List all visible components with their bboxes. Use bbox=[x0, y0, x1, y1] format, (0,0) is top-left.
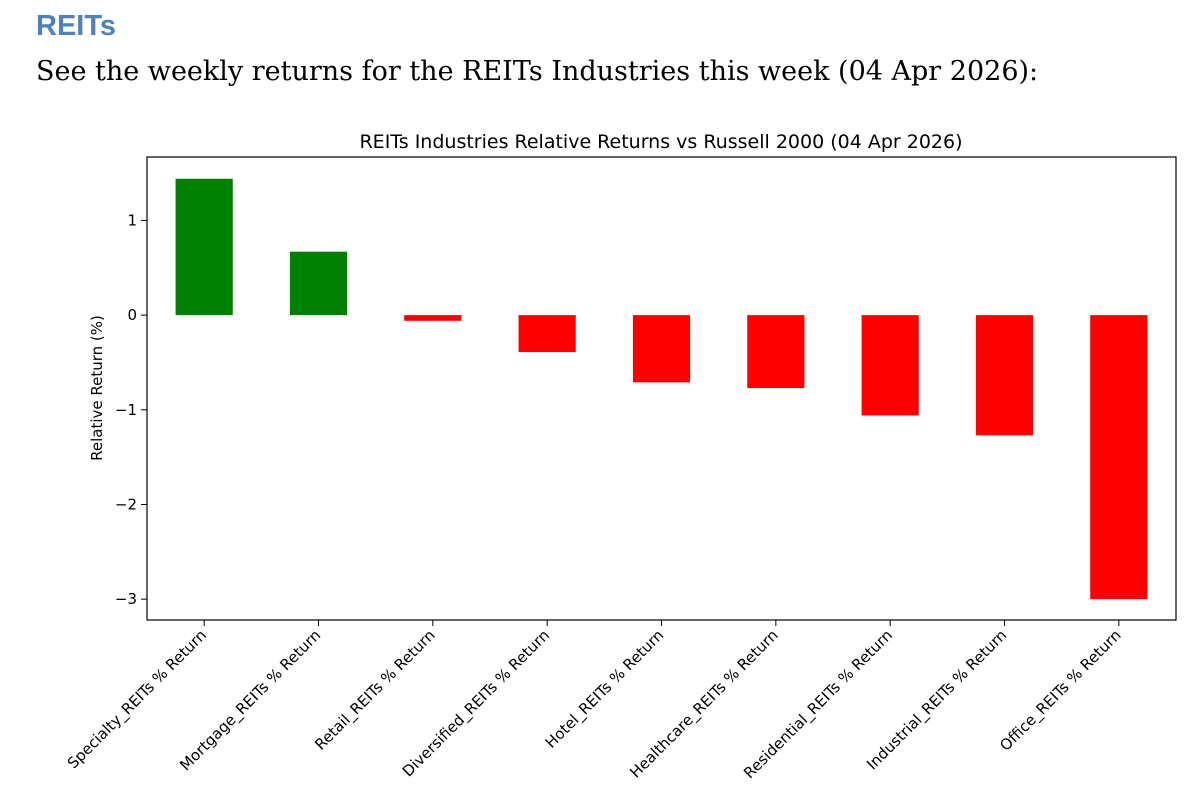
bar-7 bbox=[975, 315, 1034, 436]
y-tick-label-3: −2 bbox=[115, 495, 137, 513]
x-tick-label-4: Hotel_REITs % Return bbox=[542, 626, 668, 752]
y-tick-label-4: −3 bbox=[115, 590, 137, 608]
y-axis-ticks: 1 0 −1 −2 −3 bbox=[115, 211, 147, 608]
y-tick-label-1: 0 bbox=[127, 306, 137, 324]
bar-2 bbox=[404, 315, 462, 321]
bar-3 bbox=[518, 315, 576, 353]
bar-8 bbox=[1090, 315, 1148, 600]
y-tick-label-2: −1 bbox=[115, 401, 137, 419]
x-tick-label-2: Retail_REITs % Return bbox=[311, 626, 439, 754]
intro-text: See the weekly returns for the REITs Ind… bbox=[36, 56, 1039, 87]
y-axis-label: Relative Return (%) bbox=[88, 315, 106, 461]
plot-frame bbox=[146, 156, 1177, 621]
bar-4 bbox=[632, 315, 691, 383]
bars-group bbox=[175, 178, 1148, 600]
bar-5 bbox=[747, 315, 805, 389]
section-heading: REITs bbox=[36, 10, 117, 42]
chart-title: REITs Industries Relative Returns vs Rus… bbox=[359, 131, 962, 153]
bar-0 bbox=[175, 178, 233, 316]
bar-6 bbox=[861, 315, 919, 416]
bar-1 bbox=[289, 251, 348, 316]
x-tick-label-8: Office_REITs % Return bbox=[996, 626, 1125, 755]
y-tick-label-0: 1 bbox=[127, 211, 137, 229]
